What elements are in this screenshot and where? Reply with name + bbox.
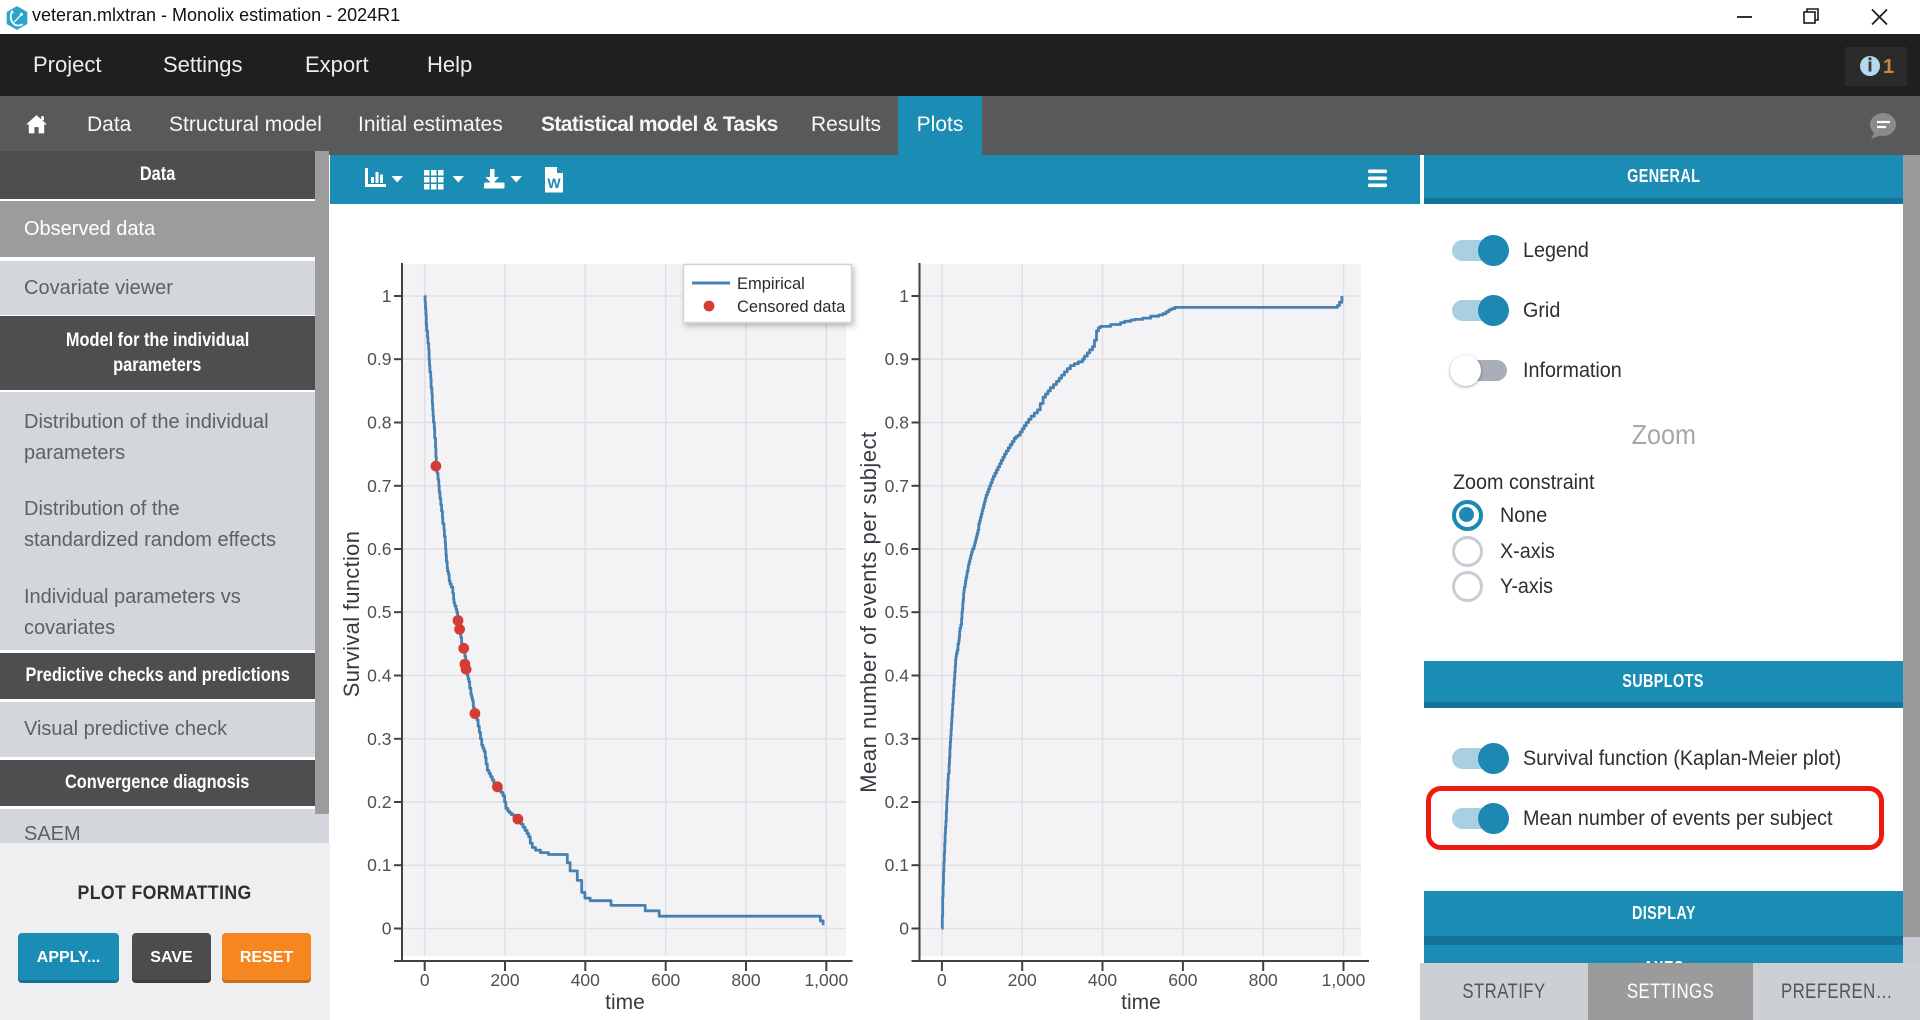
svg-text:0.6: 0.6 bbox=[367, 539, 391, 559]
svg-text:0: 0 bbox=[420, 970, 430, 990]
svg-text:800: 800 bbox=[731, 970, 760, 990]
svg-text:0.9: 0.9 bbox=[885, 349, 909, 369]
svg-text:1: 1 bbox=[1883, 56, 1894, 78]
svg-text:time: time bbox=[605, 991, 645, 1014]
svg-text:600: 600 bbox=[1168, 970, 1197, 990]
svg-text:1: 1 bbox=[899, 286, 909, 306]
svg-text:200: 200 bbox=[1008, 970, 1037, 990]
svg-text:0.3: 0.3 bbox=[367, 729, 391, 749]
svg-text:0.7: 0.7 bbox=[367, 476, 391, 496]
svg-text:200: 200 bbox=[490, 970, 519, 990]
svg-text:Empirical: Empirical bbox=[737, 275, 805, 293]
svg-text:Survival function: Survival function bbox=[339, 531, 364, 698]
svg-text:400: 400 bbox=[1088, 970, 1117, 990]
svg-text:0: 0 bbox=[382, 919, 392, 939]
svg-text:0.2: 0.2 bbox=[367, 792, 391, 812]
svg-text:0.9: 0.9 bbox=[367, 349, 391, 369]
svg-text:0: 0 bbox=[937, 970, 947, 990]
svg-text:Censored data: Censored data bbox=[737, 298, 846, 316]
svg-text:0: 0 bbox=[899, 919, 909, 939]
svg-text:0.1: 0.1 bbox=[367, 855, 391, 875]
svg-text:0.5: 0.5 bbox=[885, 602, 909, 622]
svg-text:600: 600 bbox=[651, 970, 680, 990]
svg-text:1,000: 1,000 bbox=[1322, 970, 1366, 990]
svg-text:0.5: 0.5 bbox=[367, 602, 391, 622]
svg-text:0.4: 0.4 bbox=[367, 666, 392, 686]
svg-text:800: 800 bbox=[1249, 970, 1278, 990]
svg-text:0.6: 0.6 bbox=[885, 539, 909, 559]
svg-text:time: time bbox=[1121, 991, 1161, 1014]
svg-text:0.8: 0.8 bbox=[367, 413, 391, 433]
svg-text:0.1: 0.1 bbox=[885, 855, 909, 875]
svg-text:W: W bbox=[547, 175, 561, 191]
svg-text:0.3: 0.3 bbox=[885, 729, 909, 749]
svg-text:1: 1 bbox=[382, 286, 392, 306]
svg-text:1,000: 1,000 bbox=[804, 970, 848, 990]
svg-text:0.4: 0.4 bbox=[885, 666, 910, 686]
svg-text:0.8: 0.8 bbox=[885, 413, 909, 433]
svg-text:400: 400 bbox=[571, 970, 600, 990]
svg-text:0.7: 0.7 bbox=[885, 476, 909, 496]
svg-text:0.2: 0.2 bbox=[885, 792, 909, 812]
svg-text:Mean number of events per subj: Mean number of events per subject bbox=[856, 431, 881, 792]
